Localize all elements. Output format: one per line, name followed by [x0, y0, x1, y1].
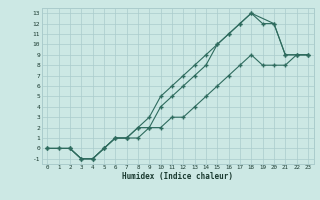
X-axis label: Humidex (Indice chaleur): Humidex (Indice chaleur) — [122, 172, 233, 181]
